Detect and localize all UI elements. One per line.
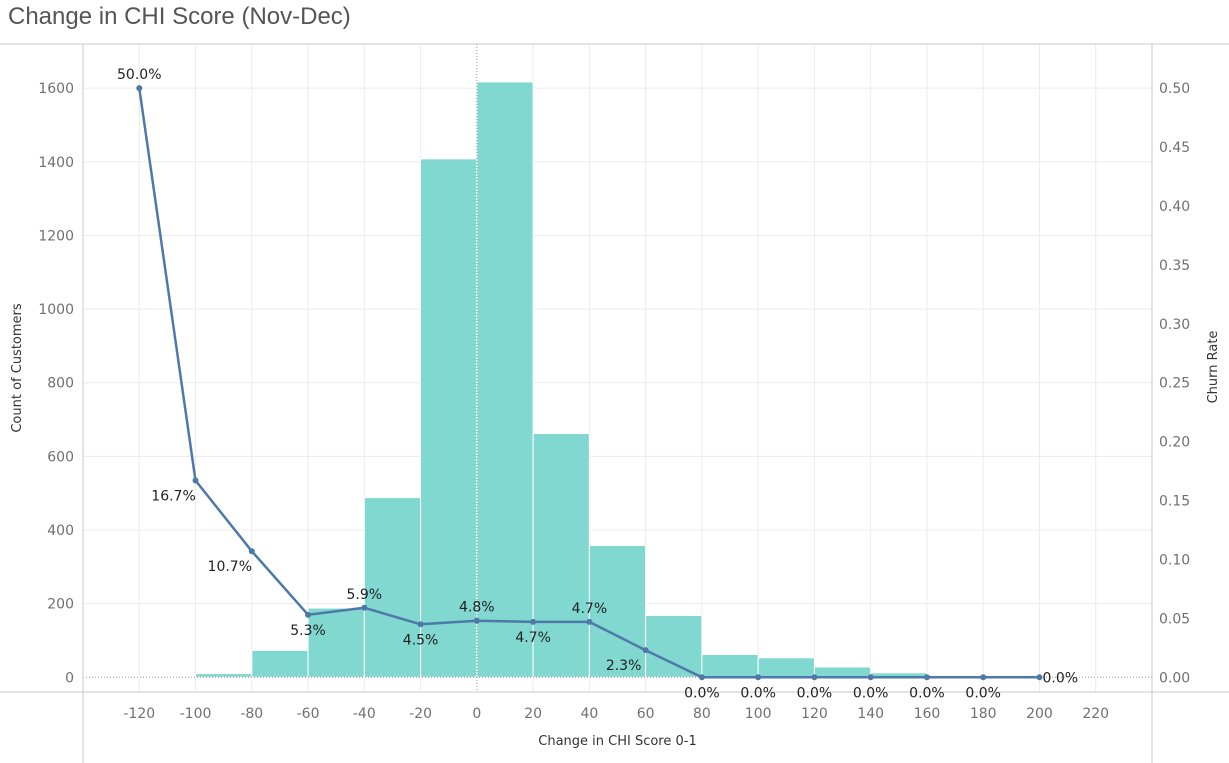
bars-layer: [138, 81, 1097, 678]
y2-tick-label: 0.25: [1159, 376, 1190, 392]
histogram-bar: [757, 657, 815, 678]
churn-rate-point: [417, 621, 424, 628]
frame-layer: [0, 43, 1229, 763]
churn-rate-point: [248, 548, 255, 555]
x-tick-label: 100: [745, 706, 772, 722]
x-axis-label: Change in CHI Score 0-1: [538, 734, 696, 749]
data-label: 0.0%: [909, 685, 945, 701]
histogram-bar: [532, 433, 590, 678]
x-tick-label: 180: [970, 706, 997, 722]
x-tick-label: 220: [1082, 706, 1109, 722]
y-tick-label: 0: [65, 670, 74, 686]
data-label: 0.0%: [797, 685, 833, 701]
data-label: 4.8%: [459, 600, 495, 616]
churn-rate-point: [1036, 674, 1043, 681]
y2-tick-label: 0.50: [1159, 81, 1190, 97]
churn-rate-point: [361, 604, 368, 611]
churn-rate-point: [192, 477, 199, 484]
histogram-bar: [701, 653, 759, 678]
x-tick-label: 20: [524, 706, 542, 722]
histogram-bar: [476, 81, 534, 678]
y2-tick-label: 0.30: [1159, 317, 1190, 333]
y-tick-label: 1000: [38, 302, 74, 318]
x-tick-label: 120: [801, 706, 828, 722]
churn-rate-point: [530, 618, 537, 625]
data-label: 0.0%: [684, 685, 720, 701]
churn-rate-point: [586, 618, 593, 625]
churn-rate-point: [305, 611, 312, 618]
data-label: 0.0%: [740, 685, 776, 701]
data-label: 0.0%: [1042, 670, 1078, 686]
x-tick-label: 200: [1026, 706, 1053, 722]
data-label: 4.7%: [515, 630, 551, 646]
churn-rate-point: [642, 647, 649, 654]
churn-rate-point: [698, 674, 705, 681]
y-tick-label: 1400: [38, 155, 74, 171]
churn-rate-point: [923, 674, 930, 681]
data-label: 5.9%: [347, 587, 383, 603]
y-tick-label: 1600: [38, 81, 74, 97]
line-layer: 50.0% 16.7% 10.7% 5.3% 5.9% 4.5% 4.8% 4.7% 4.7% 2…: [117, 67, 1078, 701]
y-tick-label: 800: [47, 376, 74, 392]
data-label: 16.7%: [151, 489, 195, 505]
histogram-bar: [363, 497, 422, 678]
y2-tick-label: 0.20: [1159, 435, 1190, 451]
x-tick-label: -20: [409, 706, 432, 722]
chart-title: Change in CHI Score (Nov-Dec): [8, 3, 351, 30]
y-tick-label: 200: [47, 597, 74, 613]
y-tick-label: 1200: [38, 228, 74, 244]
y-axis-label: Count of Customers: [10, 303, 25, 433]
data-label: 4.5%: [403, 632, 439, 648]
churn-rate-point: [136, 85, 143, 92]
churn-rate-point: [811, 674, 818, 681]
data-label: 0.0%: [853, 685, 889, 701]
ticks-layer: -120 -100 -80 -60 -40 -20 0 20 40 60 80 100 120 140 16…: [38, 81, 1190, 722]
histogram-bar: [420, 158, 478, 678]
y2-tick-label: 0.15: [1159, 494, 1190, 510]
x-tick-label: 160: [914, 706, 941, 722]
y2-tick-label: 0.35: [1159, 258, 1190, 274]
grid-layer: [83, 44, 1152, 692]
histogram-bar: [588, 544, 647, 678]
x-tick-label: 0: [472, 706, 481, 722]
histogram-bar: [645, 614, 703, 678]
histogram-bar: [195, 673, 253, 678]
histogram-bar: [251, 649, 309, 678]
histogram-bar: [813, 666, 872, 678]
x-tick-label: -80: [240, 706, 263, 722]
data-label: 10.7%: [208, 559, 252, 575]
x-tick-label: 60: [637, 706, 655, 722]
data-label: 2.3%: [606, 658, 642, 674]
churn-rate-point: [473, 617, 480, 624]
y2-tick-label: 0.45: [1159, 140, 1190, 156]
y2-tick-label: 0.40: [1159, 199, 1190, 215]
x-tick-label: -120: [123, 706, 155, 722]
data-label: 4.7%: [572, 601, 608, 617]
churn-rate-point: [980, 674, 987, 681]
x-tick-label: -60: [297, 706, 320, 722]
data-label: 50.0%: [117, 67, 161, 83]
y-tick-label: 600: [47, 449, 74, 465]
y2-tick-label: 0.05: [1159, 611, 1190, 627]
histogram-bar: [307, 607, 365, 678]
y2-axis-label: Churn Rate: [1206, 331, 1221, 404]
y2-tick-label: 0.00: [1159, 670, 1190, 686]
data-label: 5.3%: [290, 623, 326, 639]
data-label: 0.0%: [965, 685, 1001, 701]
x-tick-label: 80: [693, 706, 711, 722]
y-tick-label: 400: [47, 523, 74, 539]
x-tick-label: -40: [353, 706, 376, 722]
churn-rate-point: [755, 674, 762, 681]
x-tick-label: 40: [580, 706, 598, 722]
y2-tick-label: 0.10: [1159, 552, 1190, 568]
x-tick-label: 140: [857, 706, 884, 722]
churn-rate-point: [867, 674, 874, 681]
x-tick-label: -100: [180, 706, 212, 722]
